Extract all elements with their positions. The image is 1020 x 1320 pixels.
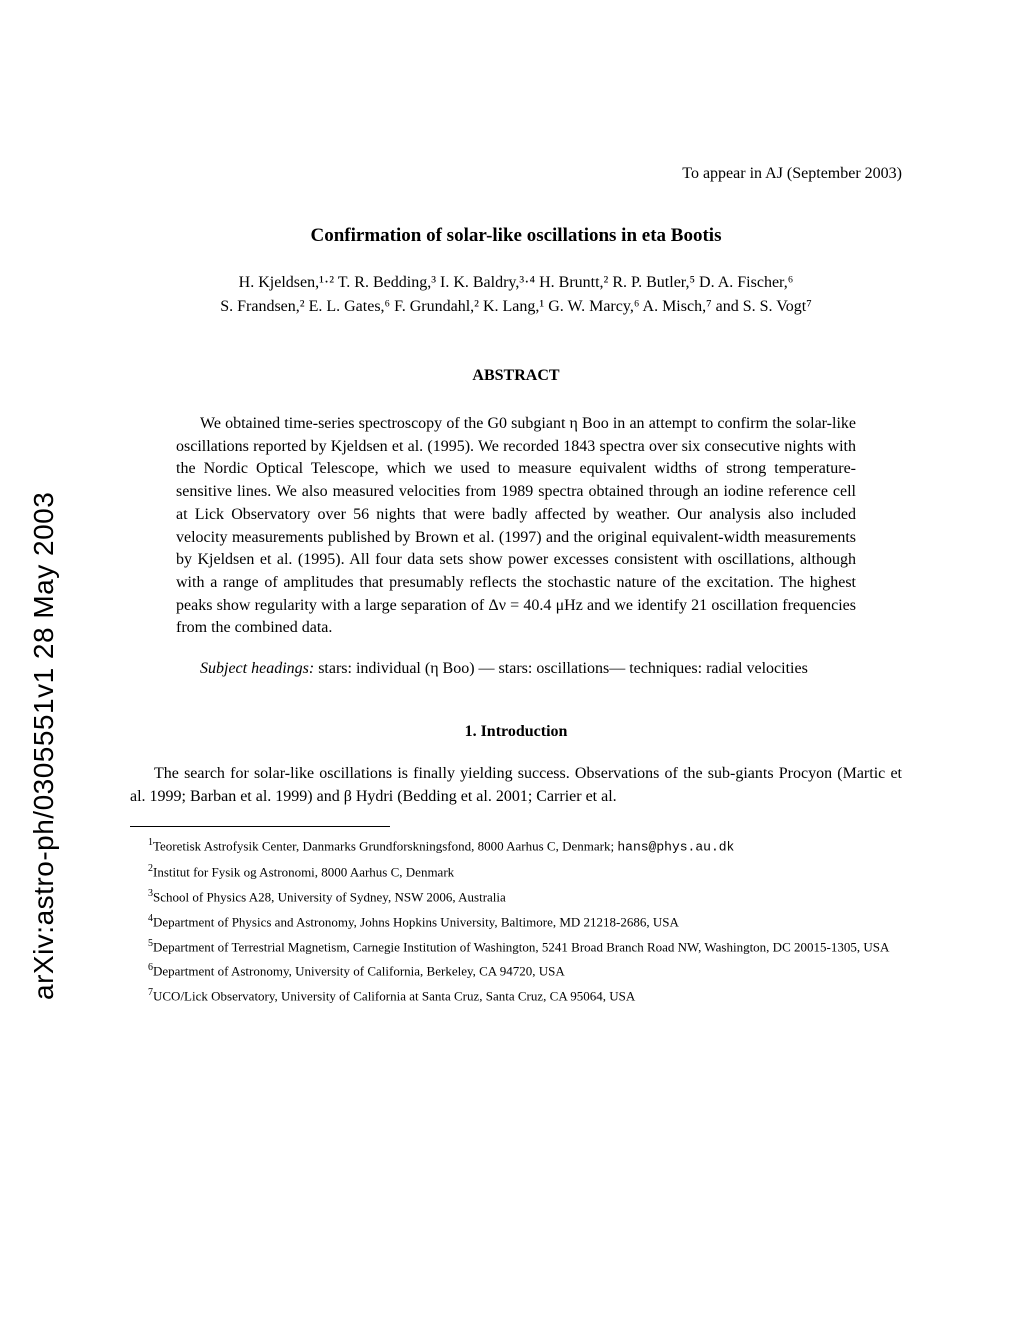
footnote-email: hans@phys.au.dk [617, 840, 734, 855]
footnote-text: Department of Astronomy, University of C… [153, 964, 565, 979]
abstract-heading: ABSTRACT [130, 367, 902, 385]
footnote-rule [130, 826, 390, 827]
footnote-text: Department of Physics and Astronomy, Joh… [153, 914, 679, 929]
footnote-text: School of Physics A28, University of Syd… [153, 889, 506, 904]
footnote: 6Department of Astronomy, University of … [130, 960, 902, 981]
arxiv-stamp: arXiv:astro-ph/0305551v1 28 May 2003 [28, 492, 60, 1000]
paper-title: Confirmation of solar-like oscillations … [130, 225, 902, 247]
footnote-text: Teoretisk Astrofysik Center, Danmarks Gr… [153, 839, 617, 854]
footnotes: 1Teoretisk Astrofysik Center, Danmarks G… [130, 835, 902, 1006]
footnote: 3School of Physics A28, University of Sy… [130, 886, 902, 907]
footnote: 7UCO/Lick Observatory, University of Cal… [130, 985, 902, 1006]
abstract-body: We obtained time-series spectroscopy of … [176, 413, 856, 640]
section-heading-introduction: 1. Introduction [130, 723, 902, 741]
footnote-text: UCO/Lick Observatory, University of Cali… [153, 989, 635, 1004]
footnote: 4Department of Physics and Astronomy, Jo… [130, 911, 902, 932]
authors-line-2: S. Frandsen,² E. L. Gates,⁶ F. Grundahl,… [130, 295, 902, 319]
page-content: To appear in AJ (September 2003) Confirm… [0, 0, 1020, 1070]
footnote: 2Institut for Fysik og Astronomi, 8000 A… [130, 861, 902, 882]
subject-headings: Subject headings: stars: individual (η B… [176, 658, 856, 681]
footnote: 1Teoretisk Astrofysik Center, Danmarks G… [130, 835, 902, 857]
subject-headings-body: stars: individual (η Boo) — stars: oscil… [314, 660, 808, 677]
author-list: H. Kjeldsen,¹·² T. R. Bedding,³ I. K. Ba… [130, 271, 902, 319]
footnote: 5Department of Terrestrial Magnetism, Ca… [130, 936, 902, 957]
footnote-text: Department of Terrestrial Magnetism, Car… [153, 939, 889, 954]
footnote-text: Institut for Fysik og Astronomi, 8000 Aa… [153, 865, 454, 880]
subject-headings-label: Subject headings: [200, 660, 314, 677]
journal-note: To appear in AJ (September 2003) [130, 165, 902, 183]
intro-paragraph: The search for solar-like oscillations i… [130, 763, 902, 808]
authors-line-1: H. Kjeldsen,¹·² T. R. Bedding,³ I. K. Ba… [130, 271, 902, 295]
